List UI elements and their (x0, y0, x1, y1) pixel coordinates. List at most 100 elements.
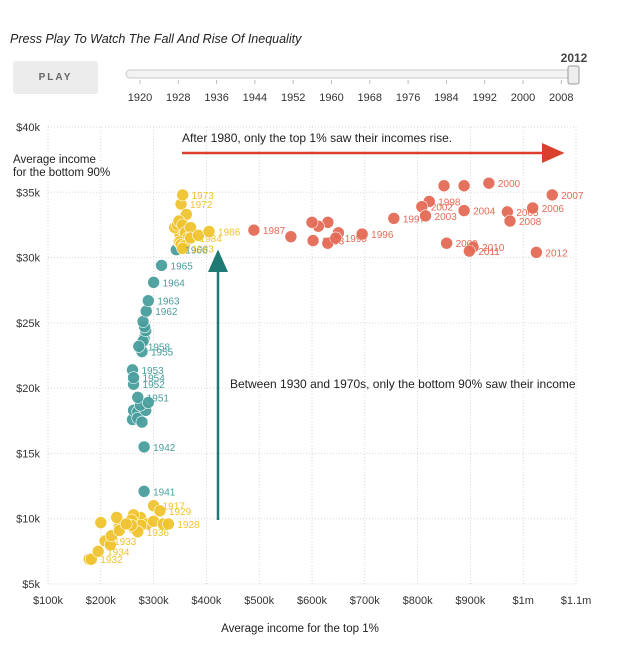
x-tick-label: $1m (512, 595, 533, 607)
data-point-1993 (306, 234, 320, 247)
data-point-1999 (457, 179, 471, 193)
y-tick-label: $25k (16, 318, 40, 330)
slider-tick-label: 1992 (472, 92, 496, 104)
slider-tick-label: 1968 (358, 92, 382, 104)
data-point-1962 (139, 304, 153, 318)
point-label-1942: 1942 (153, 443, 176, 454)
data-point-1929 (153, 504, 167, 518)
y-axis-title-line2: for the bottom 90% (13, 167, 110, 179)
data-point-2012 (530, 246, 543, 259)
data-point-1934 (91, 545, 105, 558)
point-label-2009: 2009 (456, 239, 479, 250)
point-label-2008: 2008 (519, 217, 542, 228)
x-tick-label: $100k (33, 595, 63, 607)
y-tick-label: $20k (16, 383, 40, 395)
x-tick-label: $200k (86, 595, 116, 607)
annotation-middle: Between 1930 and 1970s, only the bottom … (230, 377, 576, 391)
point-label-2007: 2007 (561, 191, 584, 202)
point-label-1962: 1962 (155, 307, 178, 318)
point-label-2011: 2011 (478, 247, 500, 258)
data-point-2008 (503, 214, 517, 228)
point-label-1936: 1936 (147, 528, 170, 539)
chart-headline: Press Play To Watch The Fall And Rise Of… (10, 32, 302, 46)
x-tick-label: $1.1m (561, 595, 592, 607)
point-label-1996: 1996 (371, 230, 394, 241)
point-label-1986: 1986 (218, 227, 241, 238)
data-point-1963 (142, 294, 155, 307)
point-label-2000: 2000 (498, 179, 521, 190)
data-point-1987 (247, 223, 261, 237)
data-point-2006 (526, 201, 540, 215)
x-tick-label: $700k (350, 595, 380, 607)
data-point-1958 (132, 340, 146, 353)
slider-ticks: 1920 1928 1936 1944 1952 1960 1968 1976 1984 1992… (128, 80, 574, 104)
point-label-2004: 2004 (473, 207, 496, 218)
data-point-1961 (136, 315, 150, 328)
data-point-1942 (137, 440, 151, 454)
slider-tick-label: 1928 (166, 92, 190, 104)
point-label-1951: 1951 (147, 393, 170, 404)
slider-tick-label: 1936 (204, 92, 228, 104)
point-label-1952: 1952 (143, 380, 166, 391)
data-point-1950 (142, 396, 155, 409)
point-label-2002: 2002 (431, 203, 454, 214)
point-label-1933: 1933 (114, 537, 137, 548)
point-label-1993: 1993 (322, 237, 345, 248)
y-tick-label: $35k (16, 187, 40, 199)
year-slider[interactable]: 1920 1928 1936 1944 1952 1960 1968 1976 1984 1992… (0, 0, 617, 110)
data-point-2003 (419, 209, 432, 223)
data-point-2001 (437, 179, 451, 193)
slider-tick-label: 2008 (549, 92, 573, 104)
data-point-1986 (202, 225, 216, 238)
point-label-1964: 1964 (163, 278, 186, 289)
point-label-1928: 1928 (177, 520, 200, 531)
data-point-1922 (110, 511, 123, 524)
x-tick-label: $500k (244, 595, 274, 607)
data-point-2011 (463, 244, 476, 258)
y-tick-label: $40k (16, 122, 40, 134)
annotation-arrows (182, 143, 565, 520)
slider-track[interactable] (125, 69, 574, 79)
point-label-1954: 1954 (143, 374, 166, 385)
point-label-1929: 1929 (169, 507, 192, 518)
slider-tick-label: 1960 (319, 92, 343, 104)
point-label-1965: 1965 (171, 261, 194, 272)
data-point-2004 (457, 204, 471, 217)
slider-year-readout: 2012 (561, 51, 588, 65)
y-tick-label: $30k (16, 253, 40, 265)
data-point-1947 (135, 415, 149, 429)
data-point-1965 (155, 259, 168, 272)
data-point-1991 (284, 230, 298, 243)
data-point-1921 (94, 516, 108, 529)
point-label-1934: 1934 (107, 547, 130, 558)
point-label-1941: 1941 (153, 487, 176, 498)
data-point-1964 (147, 276, 160, 289)
data-point-2000 (482, 176, 496, 190)
x-tick-label: $300k (139, 595, 169, 607)
data-point-2009 (440, 236, 453, 250)
data-point-1995 (329, 231, 343, 245)
slider-tick-label: 1984 (434, 92, 458, 104)
slider-tick-label: 1976 (396, 92, 420, 104)
data-point-1941 (137, 484, 151, 498)
point-label-1984: 1984 (200, 234, 223, 245)
point-label-1958: 1958 (148, 342, 171, 353)
point-label-2005: 2005 (516, 208, 539, 219)
data-point-1990 (305, 216, 319, 229)
point-label-1973: 1973 (192, 191, 215, 202)
chart-axes: $100k $200k $300k $400k $500k $600k $700k $800k… (16, 122, 591, 607)
data-point-1983 (176, 242, 189, 255)
point-label-1972: 1972 (190, 200, 213, 211)
point-label-1966: 1966 (185, 246, 208, 257)
y-tick-label: $5k (22, 579, 40, 591)
point-label-1983: 1983 (192, 244, 215, 255)
data-point-1973 (176, 188, 189, 202)
point-label-1917: 1917 (163, 502, 186, 513)
annotation-top: After 1980, only the top 1% saw their in… (182, 131, 452, 145)
play-button[interactable]: PLAY (13, 61, 98, 94)
point-label-1963: 1963 (157, 297, 180, 308)
x-tick-label: $800k (403, 595, 433, 607)
x-tick-label: $600k (297, 595, 327, 607)
slider-handle[interactable] (567, 65, 580, 85)
